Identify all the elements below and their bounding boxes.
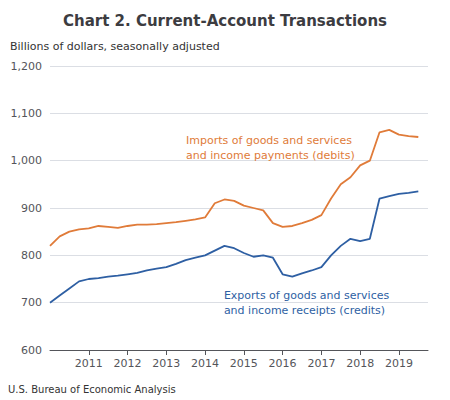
svg-text:2015: 2015 (230, 357, 258, 370)
svg-text:and income payments (debits): and income payments (debits) (186, 149, 355, 162)
svg-text:2019: 2019 (385, 357, 413, 370)
svg-text:2011: 2011 (75, 357, 103, 370)
svg-text:2018: 2018 (346, 357, 374, 370)
svg-text:1,000: 1,000 (11, 154, 43, 167)
svg-text:2012: 2012 (114, 357, 142, 370)
svg-text:600: 600 (21, 344, 42, 357)
svg-text:and income receipts (credits): and income receipts (credits) (224, 304, 385, 317)
svg-text:2014: 2014 (191, 357, 219, 370)
svg-text:700: 700 (21, 296, 42, 309)
svg-text:Billions of dollars, seasonall: Billions of dollars, seasonally adjusted (10, 40, 220, 53)
svg-text:2017: 2017 (307, 357, 335, 370)
svg-text:Exports of goods and services: Exports of goods and services (224, 289, 390, 302)
svg-text:900: 900 (21, 202, 42, 215)
svg-text:Imports of goods and services: Imports of goods and services (186, 134, 352, 147)
svg-text:2016: 2016 (269, 357, 297, 370)
svg-text:1,200: 1,200 (11, 60, 43, 73)
svg-text:800: 800 (21, 249, 42, 262)
svg-text:U.S. Bureau of Economic Analys: U.S. Bureau of Economic Analysis (8, 384, 176, 395)
svg-text:2013: 2013 (152, 357, 180, 370)
svg-text:1,100: 1,100 (11, 107, 43, 120)
svg-text:Chart 2. Current-Account Trans: Chart 2. Current-Account Transactions (63, 12, 387, 30)
